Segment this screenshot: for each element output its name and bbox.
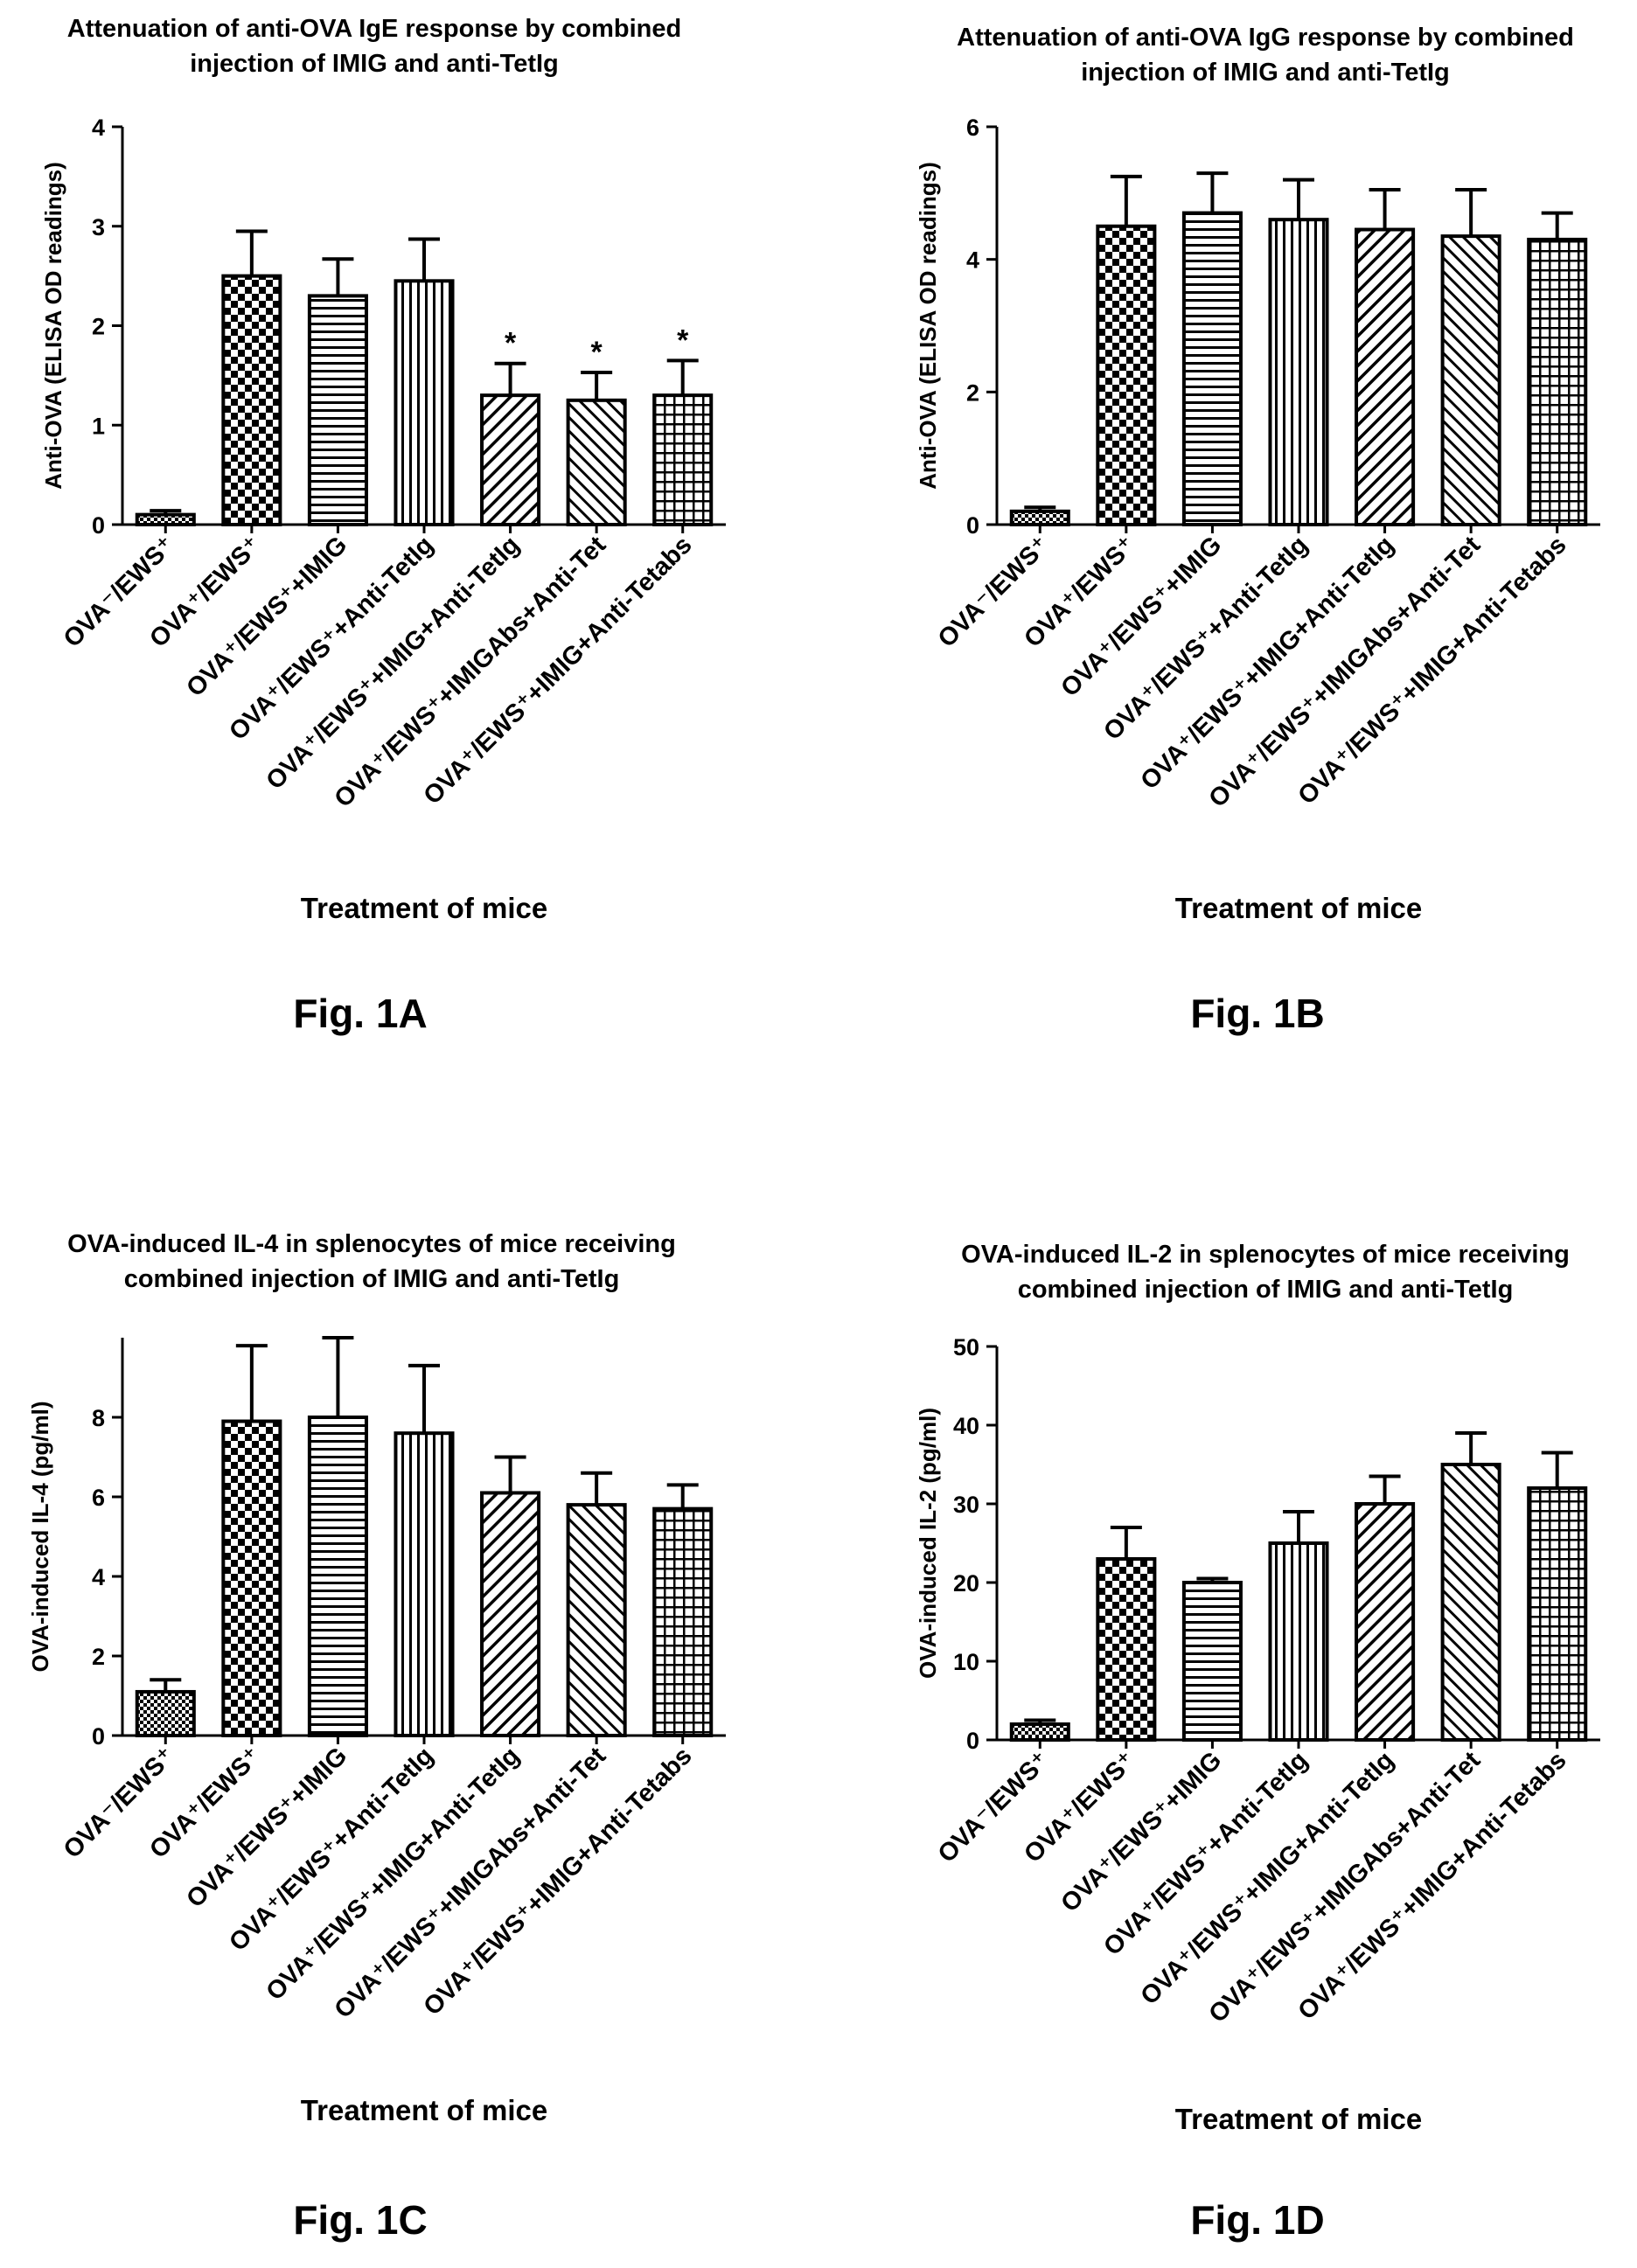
significance-marker: * (677, 324, 689, 357)
x-category-label: OVA⁺/EWS⁺+IMIG (1055, 1746, 1227, 1917)
y-axis-label: OVA-induced IL-4 (pg/ml) (27, 1401, 53, 1672)
chart-panel-4: OVA-induced IL-2 in splenocytes of mice … (915, 1241, 1600, 2243)
y-tick-label: 2 (966, 379, 979, 406)
bar (394, 1431, 455, 1737)
y-tick-label: 40 (953, 1413, 979, 1439)
y-tick-label: 2 (92, 314, 105, 340)
chart-title: combined injection of IMIG and anti-TetI… (124, 1265, 620, 1293)
y-tick-label: 3 (92, 214, 105, 240)
bar (1096, 1557, 1157, 1742)
significance-marker: * (505, 327, 517, 360)
bar (652, 393, 714, 526)
bar (307, 294, 368, 526)
y-tick-label: 0 (966, 512, 979, 539)
figure-caption: Fig. 1A (293, 991, 427, 1036)
bar (1009, 509, 1070, 526)
y-tick-label: 0 (92, 1723, 105, 1750)
x-category-label: OVA⁺/EWS⁺+IMIG (181, 1742, 352, 1913)
y-tick-label: 2 (92, 1644, 105, 1670)
chart-title: injection of IMIG and anti-TetIg (1081, 59, 1450, 87)
y-tick-label: 50 (953, 1334, 979, 1360)
significance-marker: * (591, 336, 603, 369)
chart-title: OVA-induced IL-2 in splenocytes of mice … (961, 1241, 1570, 1269)
chart-panel-2: Attenuation of anti-OVA IgG response by … (915, 24, 1600, 1036)
bar (1355, 227, 1416, 526)
chart-title: OVA-induced IL-4 in splenocytes of mice … (67, 1230, 676, 1258)
figure-caption: Fig. 1C (293, 2197, 427, 2243)
x-axis-label: Treatment of mice (1175, 892, 1422, 924)
chart-title: Attenuation of anti-OVA IgG response by … (957, 24, 1574, 52)
figure-caption: Fig. 1B (1190, 991, 1324, 1036)
x-category-label: OVA⁺/EWS⁺+IMIG (1055, 531, 1227, 702)
chart-title: combined injection of IMIG and anti-TetI… (1018, 1276, 1514, 1304)
bar (1268, 1541, 1329, 1742)
y-tick-label: 6 (92, 1485, 105, 1511)
y-tick-label: 0 (966, 1728, 979, 1754)
bar (307, 1416, 368, 1737)
y-tick-label: 0 (92, 512, 105, 539)
bar (1181, 1581, 1243, 1742)
y-tick-label: 8 (92, 1405, 105, 1431)
y-tick-label: 4 (92, 115, 105, 141)
chart-title: Attenuation of anti-OVA IgE response by … (67, 15, 682, 43)
x-axis-label: Treatment of mice (301, 2094, 547, 2126)
bar (1355, 1502, 1416, 1742)
bar (1440, 234, 1501, 526)
bar (1527, 1486, 1588, 1742)
x-category-label: OVA⁺/EWS⁺+IMIG (181, 531, 352, 702)
y-tick-label: 10 (953, 1649, 979, 1675)
bar (221, 274, 282, 526)
bar (221, 1419, 282, 1738)
y-tick-label: 4 (966, 247, 979, 274)
x-axis-label: Treatment of mice (301, 892, 547, 924)
bar (480, 393, 541, 526)
bar (652, 1506, 714, 1738)
bar (566, 1503, 627, 1737)
bar (566, 398, 627, 526)
y-axis-label: OVA-induced IL-2 (pg/ml) (915, 1408, 941, 1679)
bar (1440, 1463, 1501, 1742)
chart-title: injection of IMIG and anti-TetIg (190, 50, 559, 78)
y-axis-label: Anti-OVA (ELISA OD readings) (915, 162, 941, 490)
bar (1009, 1722, 1070, 1742)
bar (1268, 218, 1329, 527)
bar (480, 1491, 541, 1737)
y-tick-label: 1 (92, 413, 105, 439)
chart-panel-3: OVA-induced IL-4 in splenocytes of mice … (27, 1230, 726, 2243)
y-tick-label: 4 (92, 1564, 105, 1590)
y-tick-label: 30 (953, 1492, 979, 1518)
y-tick-label: 6 (966, 115, 979, 141)
y-tick-label: 20 (953, 1570, 979, 1597)
x-axis-label: Treatment of mice (1175, 2103, 1422, 2135)
bar (135, 1689, 196, 1737)
bar (394, 279, 455, 526)
bar (1181, 211, 1243, 526)
figure-caption: Fig. 1D (1190, 2197, 1324, 2243)
bar (1096, 224, 1157, 526)
bar (1527, 237, 1588, 526)
bar (135, 512, 196, 526)
chart-panel-1: Attenuation of anti-OVA IgE response by … (40, 15, 726, 1036)
y-axis-label: Anti-OVA (ELISA OD readings) (40, 162, 66, 490)
